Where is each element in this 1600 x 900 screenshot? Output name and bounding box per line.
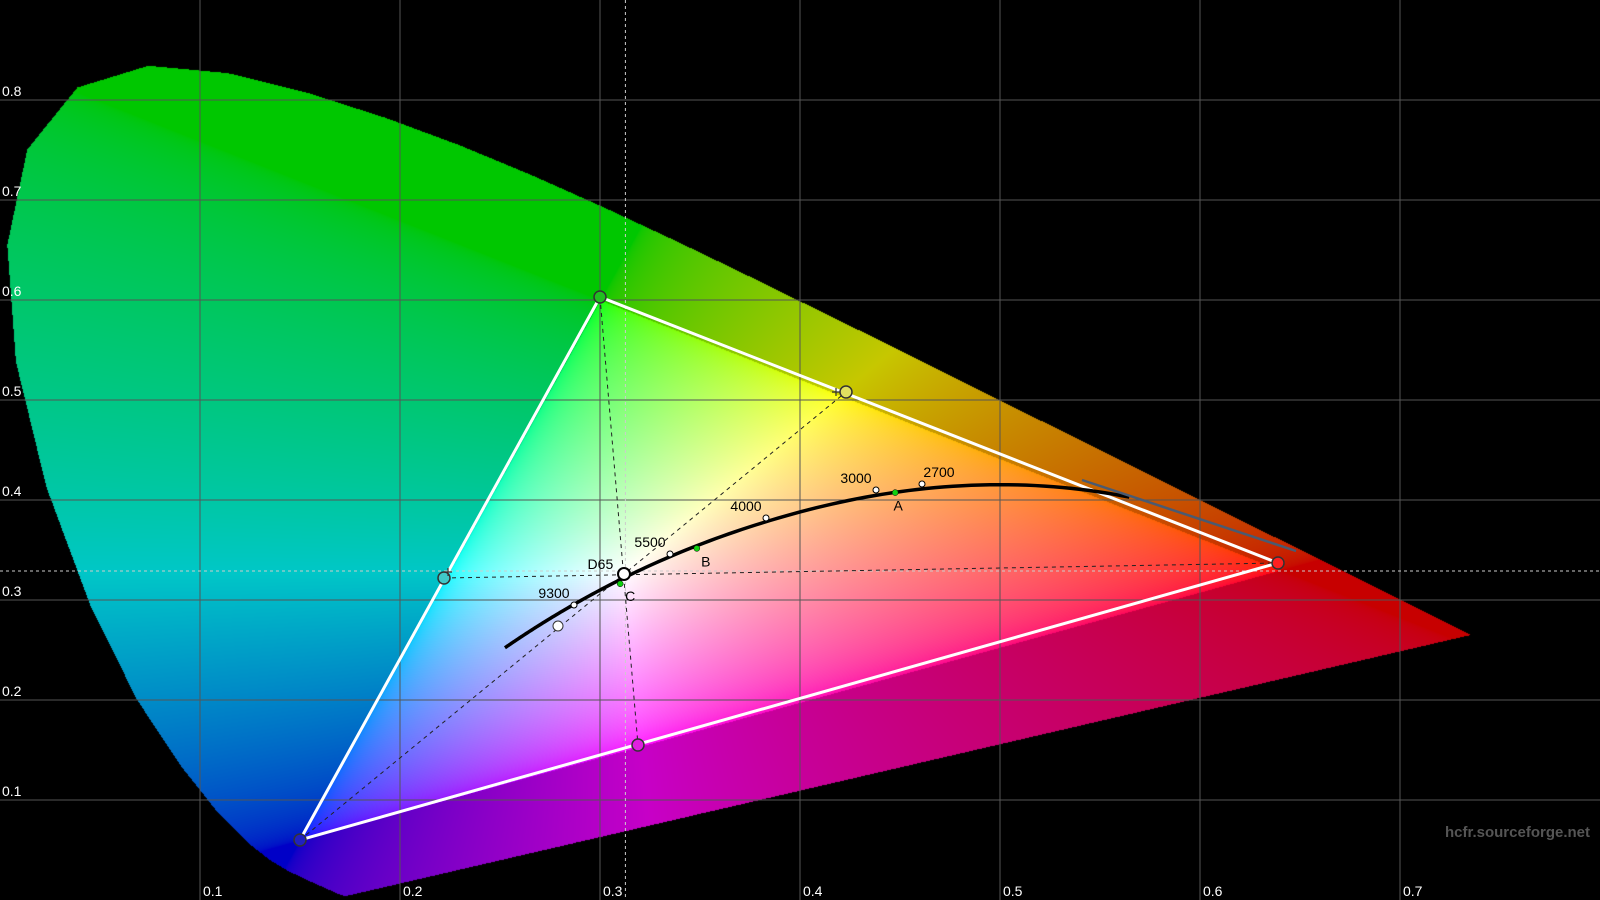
white-point-marker (617, 567, 631, 581)
gamut-marker-red (1271, 556, 1285, 570)
illuminant-label: B (701, 553, 710, 569)
illuminant-marker (616, 580, 624, 588)
x-tick-label: 0.6 (1203, 883, 1223, 899)
cct-marker (918, 480, 926, 488)
gamut-triangle (296, 295, 1283, 843)
x-tick-label: 0.7 (1403, 883, 1423, 899)
y-tick-label: 0.6 (2, 283, 22, 299)
target-cross-cyan (444, 568, 452, 576)
y-tick-label: 0.2 (2, 683, 22, 699)
illuminant-label: A (894, 498, 904, 514)
illuminant-label: C (625, 588, 635, 604)
target-cross-yellow (832, 388, 840, 396)
gamut-marker-magenta (631, 738, 645, 752)
gamut-marker-yellow (839, 385, 853, 399)
illuminant-marker (693, 545, 701, 552)
cct-marker (570, 601, 578, 609)
gamut-marker-blue (293, 833, 307, 847)
illuminant-label: D65 (588, 556, 614, 572)
cct-label: 3000 (840, 470, 871, 486)
dotted-line-green-magenta (599, 296, 639, 746)
y-tick-label: 0.5 (2, 383, 22, 399)
watermark: hcfr.sourceforge.net (1444, 824, 1590, 841)
y-tick-label: 0.1 (2, 783, 22, 799)
dotted-line-cyan-red (443, 562, 1279, 579)
y-tick-label: 0.7 (2, 183, 22, 199)
planckian-locus-extension (1081, 478, 1297, 553)
x-tick-label: 0.3 (603, 883, 623, 899)
x-tick-label: 0.5 (1003, 883, 1023, 899)
cct-marker (762, 514, 770, 522)
x-tick-label: 0.4 (803, 883, 823, 899)
cct-label: 5500 (634, 534, 665, 550)
gamut-marker-green (593, 290, 607, 304)
illuminant-marker (891, 489, 899, 496)
x-tick-label: 0.2 (403, 883, 423, 899)
cct-label: 2700 (923, 464, 954, 480)
measured-point-marker (552, 620, 564, 632)
x-tick-label: 0.1 (203, 883, 223, 899)
cct-label: 4000 (730, 498, 761, 514)
y-tick-label: 0.4 (2, 483, 22, 499)
cct-marker (872, 486, 880, 494)
y-tick-label: 0.8 (2, 83, 22, 99)
cct-label: 9300 (538, 585, 569, 601)
dotted-line-blue-yellow (299, 391, 847, 841)
y-tick-label: 0.3 (2, 583, 22, 599)
cct-marker (666, 550, 674, 558)
